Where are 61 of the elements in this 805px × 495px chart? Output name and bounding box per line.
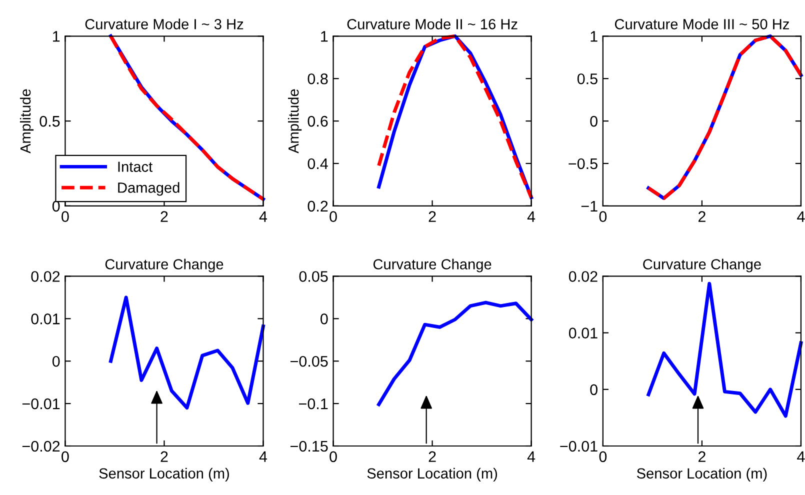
- y-tick-label: −0.05: [290, 356, 328, 367]
- y-tick-label: 1: [321, 31, 328, 42]
- y-tick-label: 0.05: [299, 271, 328, 282]
- y-tick-label: 0.02: [568, 271, 598, 282]
- x-tick-label: 2: [428, 211, 436, 222]
- y-tick-label: 0.6: [308, 116, 328, 127]
- x-tick-label: 4: [259, 211, 268, 222]
- x-tick-label: 4: [797, 451, 805, 462]
- x-axis-title: Sensor Location (m): [636, 468, 767, 482]
- chart-title: Curvature Mode I ~ 3 Hz: [85, 18, 244, 30]
- y-tick-label: 0.4: [308, 158, 328, 170]
- chart-title: Curvature Change: [105, 258, 224, 272]
- y-tick-label: −0.5: [568, 158, 598, 170]
- line-series: [377, 300, 534, 406]
- line-series: [646, 34, 803, 200]
- y-tick-label: 0.8: [308, 73, 328, 84]
- y-axis-title: Amplitude: [288, 89, 302, 154]
- y-tick-label: 0: [320, 314, 328, 324]
- x-tick-label: 2: [698, 451, 706, 462]
- chart-title: Curvature Mode III ~ 50 Hz: [614, 18, 789, 30]
- x-tick-label: 2: [428, 451, 436, 462]
- y-tick-label: 0: [590, 384, 598, 396]
- x-tick-label: 0: [599, 211, 607, 222]
- x-tick-label: 4: [797, 211, 805, 222]
- y-tick-label: −0.01: [22, 398, 60, 410]
- chart-title: Curvature Mode II ~ 16 Hz: [347, 18, 518, 30]
- y-tick-label: 0.2: [308, 200, 328, 212]
- y-tick-label: −1: [581, 200, 598, 212]
- line-series: [109, 296, 265, 410]
- y-tick-label: −0.1: [299, 398, 328, 410]
- y-tick-label: 0: [52, 356, 60, 367]
- legend-label: Damaged: [118, 182, 180, 196]
- y-tick-label: −0.02: [22, 440, 60, 452]
- y-tick-label: −0.15: [290, 440, 328, 452]
- y-axis-title: Amplitude: [20, 89, 34, 154]
- x-tick-label: 4: [527, 451, 536, 462]
- y-tick-label: 0: [590, 116, 598, 127]
- x-tick-label: 2: [160, 211, 168, 222]
- y-tick-label: 0.01: [568, 328, 598, 338]
- y-tick-label: −0.01: [560, 440, 598, 452]
- y-tick-label: 0.5: [40, 116, 60, 127]
- x-tick-label: 0: [599, 451, 607, 462]
- y-tick-label: 0.02: [31, 271, 60, 282]
- x-tick-label: 2: [160, 451, 168, 462]
- x-axis-title: Sensor Location (m): [367, 468, 498, 482]
- chart-title: Curvature Change: [643, 258, 761, 272]
- x-tick-label: 0: [62, 451, 69, 462]
- x-tick-label: 2: [698, 211, 706, 222]
- y-tick-label: 1: [53, 31, 60, 42]
- x-tick-label: 4: [527, 211, 536, 222]
- x-tick-label: 4: [259, 451, 268, 462]
- chart-title: Curvature Change: [373, 258, 492, 272]
- y-tick-label: 1: [590, 31, 598, 42]
- legend-label: Intact: [118, 162, 153, 172]
- x-tick-label: 0: [330, 451, 337, 462]
- line-series: [646, 282, 803, 418]
- y-tick-label: 0.01: [31, 314, 60, 324]
- x-tick-label: 0: [62, 211, 69, 222]
- x-tick-label: 0: [330, 211, 337, 222]
- x-axis-title: Sensor Location (m): [99, 468, 229, 482]
- y-tick-label: 0.5: [577, 73, 598, 84]
